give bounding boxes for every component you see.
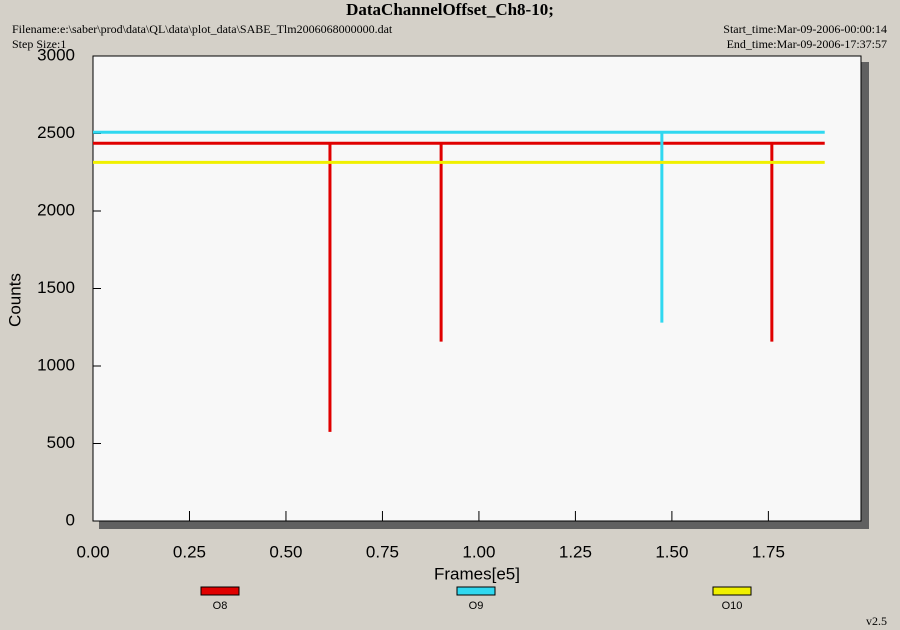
version: v2.5 xyxy=(866,614,887,628)
x-tick-label: 0.25 xyxy=(173,542,206,561)
end-time: End_time:Mar-09-2006-17:37:57 xyxy=(727,37,887,51)
x-tick-label: 1.25 xyxy=(559,542,592,561)
y-tick-label: 3000 xyxy=(37,45,75,64)
x-tick-label: 1.00 xyxy=(462,542,495,561)
chart-title: DataChannelOffset_Ch8-10; xyxy=(346,0,554,19)
y-tick-label: 0 xyxy=(66,510,75,529)
legend-swatch xyxy=(712,586,752,596)
y-tick-label: 2000 xyxy=(37,200,75,219)
step-size: Step Size:1 xyxy=(12,37,66,51)
filename: Filename:e:\saber\prod\data\QL\data\plot… xyxy=(12,22,393,36)
x-tick-label: 0.00 xyxy=(76,542,109,561)
legend-label: O8 xyxy=(213,600,228,612)
y-tick-label: 1500 xyxy=(37,278,75,297)
x-tick-label: 0.50 xyxy=(269,542,302,561)
legend-swatch xyxy=(456,586,496,596)
x-tick-label: 1.75 xyxy=(752,542,785,561)
y-axis-label: Counts xyxy=(5,273,24,327)
y-tick-label: 2500 xyxy=(37,123,75,142)
legend-label: O10 xyxy=(722,600,743,612)
y-tick-label: 1000 xyxy=(37,355,75,374)
legend-swatch xyxy=(200,586,240,596)
plot-area xyxy=(92,55,862,522)
series-line xyxy=(93,141,825,432)
start-time: Start_time:Mar-09-2006-00:00:14 xyxy=(723,22,887,36)
x-axis-label: Frames[e5] xyxy=(434,564,520,583)
x-tick-label: 0.75 xyxy=(366,542,399,561)
series-line xyxy=(93,130,825,323)
x-tick-label: 1.50 xyxy=(655,542,688,561)
legend-label: O9 xyxy=(469,600,484,612)
y-tick-label: 500 xyxy=(47,433,75,452)
